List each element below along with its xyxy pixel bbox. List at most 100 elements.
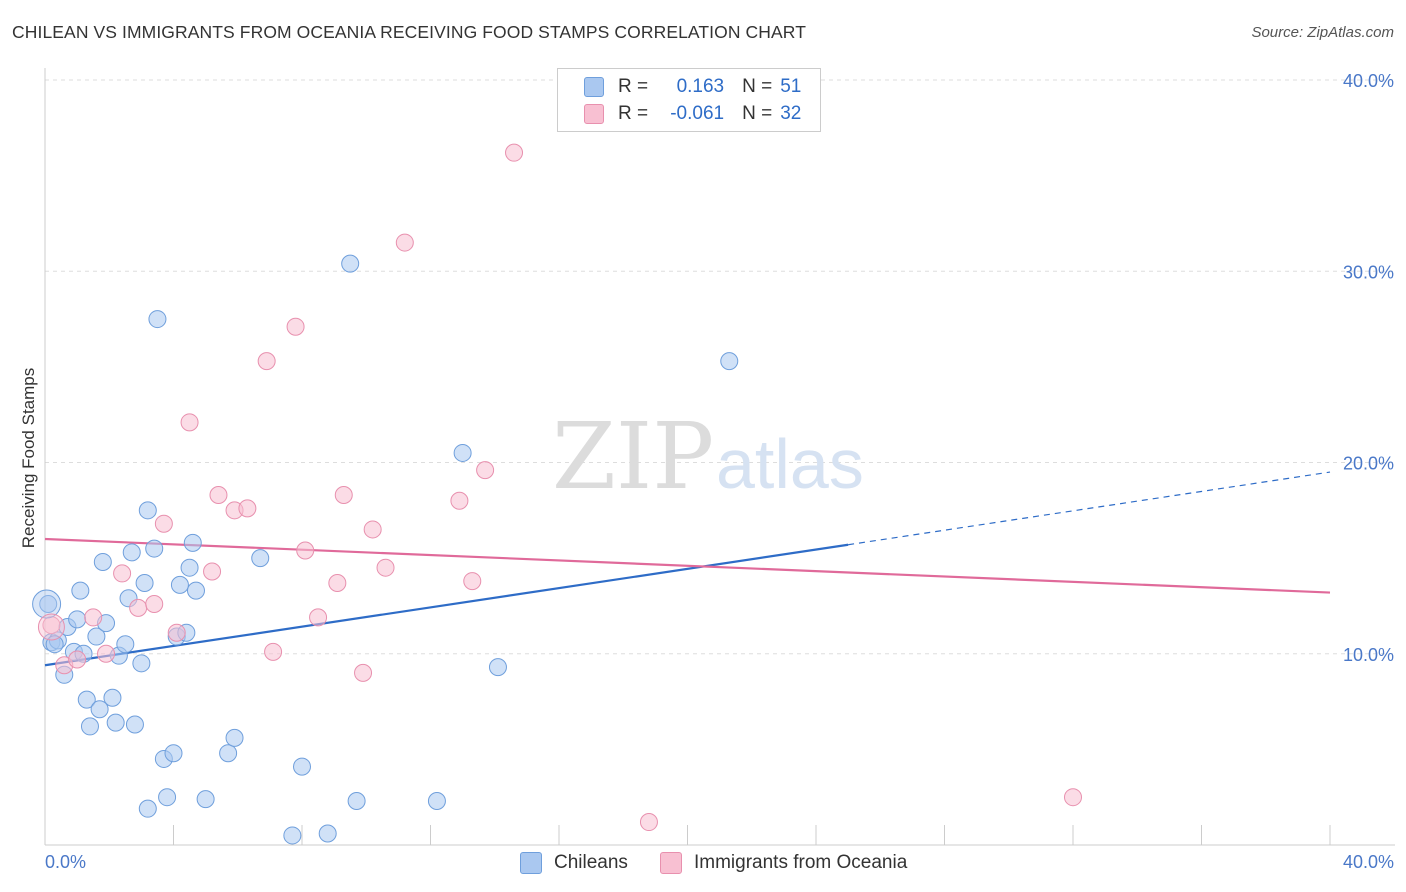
point-oceania	[286, 317, 305, 336]
legend-r-label: R =	[618, 103, 649, 124]
legend-r-value: 0.163	[676, 76, 725, 97]
point-chileans	[90, 700, 109, 719]
point-oceania	[505, 143, 524, 162]
point-chileans	[145, 539, 164, 558]
watermark-atlas: atlas	[716, 425, 864, 503]
point-oceania	[37, 613, 65, 641]
bottom-legend-swatch-chileans	[520, 852, 542, 874]
point-oceania	[167, 623, 186, 642]
legend-r-value: -0.061	[670, 103, 725, 124]
point-oceania	[84, 608, 103, 627]
y-axis-label: Receiving Food Stamps	[19, 368, 38, 548]
point-chileans	[125, 715, 144, 734]
legend-n-value: 32	[780, 103, 802, 124]
point-oceania	[463, 572, 482, 591]
point-chileans	[80, 717, 99, 736]
trend-line-chileans	[44, 543, 849, 667]
point-oceania	[129, 598, 148, 617]
point-chileans	[183, 533, 202, 552]
point-chileans	[71, 581, 90, 600]
point-oceania	[334, 486, 353, 505]
bottom-legend: Chileans Immigrants from Oceania	[0, 852, 1406, 878]
point-chileans	[453, 443, 472, 462]
trend-line-chileans-extension	[848, 471, 1331, 546]
point-oceania	[113, 564, 132, 583]
point-chileans	[106, 713, 125, 732]
chart-title: CHILEAN VS IMMIGRANTS FROM OCEANIA RECEI…	[12, 22, 807, 42]
point-oceania	[476, 461, 495, 480]
legend-row-oceania: R = -0.061 N = 32	[584, 102, 801, 126]
chart-source: Source: ZipAtlas.com	[1251, 24, 1394, 41]
point-oceania	[328, 573, 347, 592]
y-tick-label: 20.0%	[1343, 454, 1394, 474]
legend-n-label: N =	[742, 103, 773, 124]
point-oceania	[68, 650, 87, 669]
point-chileans	[488, 658, 507, 677]
point-oceania	[209, 486, 228, 505]
trend-line-oceania	[44, 537, 1331, 594]
point-oceania	[354, 663, 373, 682]
legend-r-label: R =	[618, 76, 649, 97]
point-oceania	[257, 352, 276, 371]
point-oceania	[296, 541, 315, 560]
point-chileans	[138, 799, 157, 818]
point-chileans	[103, 688, 122, 707]
point-chileans	[225, 728, 244, 747]
legend-swatch-oceania	[584, 104, 604, 124]
point-oceania	[639, 813, 658, 832]
point-chileans	[164, 744, 183, 763]
point-oceania	[154, 514, 173, 533]
point-chileans	[77, 690, 96, 709]
point-oceania	[145, 595, 164, 614]
point-chileans	[251, 549, 270, 568]
y-tick-label: 30.0%	[1343, 262, 1394, 282]
point-chileans	[196, 790, 215, 809]
point-chileans	[180, 558, 199, 577]
x-tick-label: 0.0%	[45, 852, 86, 872]
watermark-zip: ZIP	[552, 403, 714, 510]
point-chileans	[116, 635, 135, 654]
point-oceania	[363, 520, 382, 539]
point-chileans	[186, 581, 205, 600]
x-tick-label: 40.0%	[1343, 852, 1394, 872]
bottom-legend-label-oceania: Immigrants from Oceania	[694, 852, 908, 873]
point-chileans	[283, 826, 302, 845]
legend-swatch-chileans	[584, 77, 604, 97]
bottom-legend-swatch-oceania	[660, 852, 682, 874]
point-chileans	[122, 543, 141, 562]
point-chileans	[32, 589, 62, 619]
point-chileans	[219, 744, 238, 763]
point-oceania	[42, 616, 61, 635]
point-chileans	[39, 595, 58, 614]
point-chileans	[158, 788, 177, 807]
point-chileans	[720, 352, 739, 371]
point-oceania	[203, 562, 222, 581]
point-oceania	[1064, 788, 1082, 807]
point-chileans	[68, 610, 87, 629]
data-points	[32, 143, 1082, 845]
point-chileans	[347, 792, 366, 811]
point-chileans	[135, 573, 154, 592]
point-chileans	[427, 792, 446, 811]
point-oceania	[264, 642, 283, 661]
point-oceania	[97, 644, 116, 663]
bottom-legend-oceania: Immigrants from Oceania	[660, 852, 907, 874]
point-chileans	[293, 757, 311, 776]
point-oceania	[450, 491, 469, 510]
tick-labels: 10.0% 20.0% 30.0% 40.0% 0.0% 40.0%	[45, 71, 1394, 872]
point-oceania	[309, 608, 328, 627]
point-oceania	[180, 413, 199, 432]
point-oceania	[238, 499, 257, 518]
y-tick-label: 40.0%	[1343, 71, 1394, 91]
point-oceania	[376, 558, 395, 577]
y-tick-label: 10.0%	[1343, 645, 1394, 665]
legend-n-label: N =	[742, 76, 773, 97]
bottom-legend-label-chileans: Chileans	[554, 852, 628, 873]
axes	[44, 68, 1395, 846]
bottom-legend-chileans: Chileans	[520, 852, 628, 874]
point-chileans	[87, 627, 106, 646]
legend-n-value: 51	[780, 76, 802, 97]
point-chileans	[138, 501, 157, 520]
point-chileans	[318, 824, 337, 843]
